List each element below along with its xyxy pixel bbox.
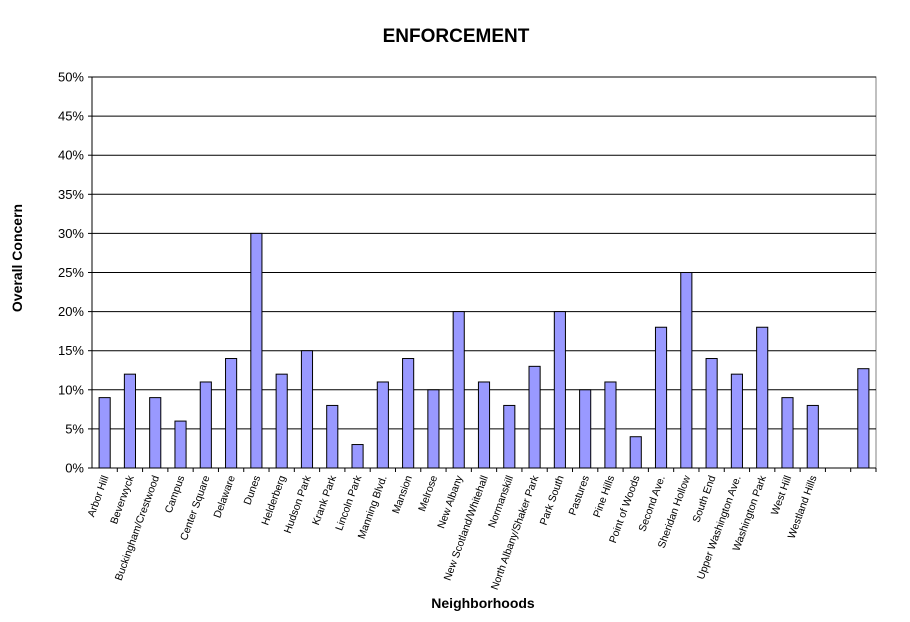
x-tick-label: North Albany/Shaker Park	[489, 473, 542, 591]
x-tick-label: Mansion	[390, 474, 415, 516]
x-axis-label: Neighborhoods	[431, 595, 535, 611]
x-tick-label: West Hill	[769, 474, 794, 517]
x-tick-label: Melrose	[416, 474, 440, 513]
y-tick-label: 5%	[65, 421, 84, 436]
bar	[604, 381, 617, 469]
bar	[275, 373, 288, 469]
plot-area: 0% 5% 10% 15% 20% 25% 30% 35% 40% 45% 50% Arbor Hil…	[58, 70, 877, 592]
y-tick-label: 50%	[58, 70, 84, 85]
y-tick-label: 30%	[58, 226, 84, 241]
x-tick-label: Dunes	[242, 474, 264, 507]
x-tick-label: Arbor Hill	[85, 474, 111, 519]
x-tick-label: Pastures	[567, 474, 592, 517]
bar	[98, 397, 111, 469]
bar	[806, 404, 819, 469]
x-tick-label: Normanskill	[486, 474, 516, 530]
y-tick-label: 0%	[65, 461, 84, 476]
bar	[452, 311, 465, 469]
y-tick-label: 20%	[58, 304, 84, 319]
bar	[199, 381, 212, 469]
x-tick-label: Beverwyck	[108, 473, 137, 526]
x-tick-label: South End	[690, 474, 718, 524]
y-tick-label: 15%	[58, 343, 84, 358]
bar	[427, 389, 440, 469]
y-tick-label: 25%	[58, 265, 84, 280]
y-tick-label: 45%	[58, 109, 84, 124]
y-axis-label: Overall Concern	[9, 204, 25, 312]
bar	[705, 358, 718, 469]
bar	[857, 368, 870, 469]
bar	[654, 326, 668, 469]
bar	[225, 358, 238, 469]
x-tick-label: Helderberg	[259, 474, 288, 527]
x-tick-label: Pine Hills	[591, 474, 617, 519]
bar	[477, 381, 491, 469]
bar	[123, 373, 136, 469]
bar	[528, 365, 541, 469]
x-tick-label: Krank Park	[310, 473, 339, 527]
x-tick-label: Park South	[538, 474, 567, 527]
bar	[503, 404, 516, 469]
y-tick-label: 35%	[58, 187, 84, 202]
bar	[250, 232, 263, 469]
bar	[756, 326, 769, 469]
y-tick-label: 40%	[58, 148, 84, 163]
bar	[629, 436, 642, 469]
bar	[781, 397, 794, 469]
bar	[553, 311, 566, 469]
bar	[174, 420, 187, 469]
bar	[376, 381, 389, 469]
chart-title: ENFORCEMENT	[383, 26, 530, 47]
bar	[402, 358, 415, 469]
bar	[579, 389, 592, 469]
bar	[730, 373, 743, 469]
bar	[680, 272, 693, 469]
bar	[300, 350, 314, 469]
x-tick-label: Campus	[163, 474, 188, 515]
x-tick-label: Delaware	[211, 474, 238, 520]
bar	[351, 444, 364, 469]
y-tick-label: 10%	[58, 382, 84, 397]
bar	[149, 397, 162, 469]
bar	[326, 404, 339, 469]
